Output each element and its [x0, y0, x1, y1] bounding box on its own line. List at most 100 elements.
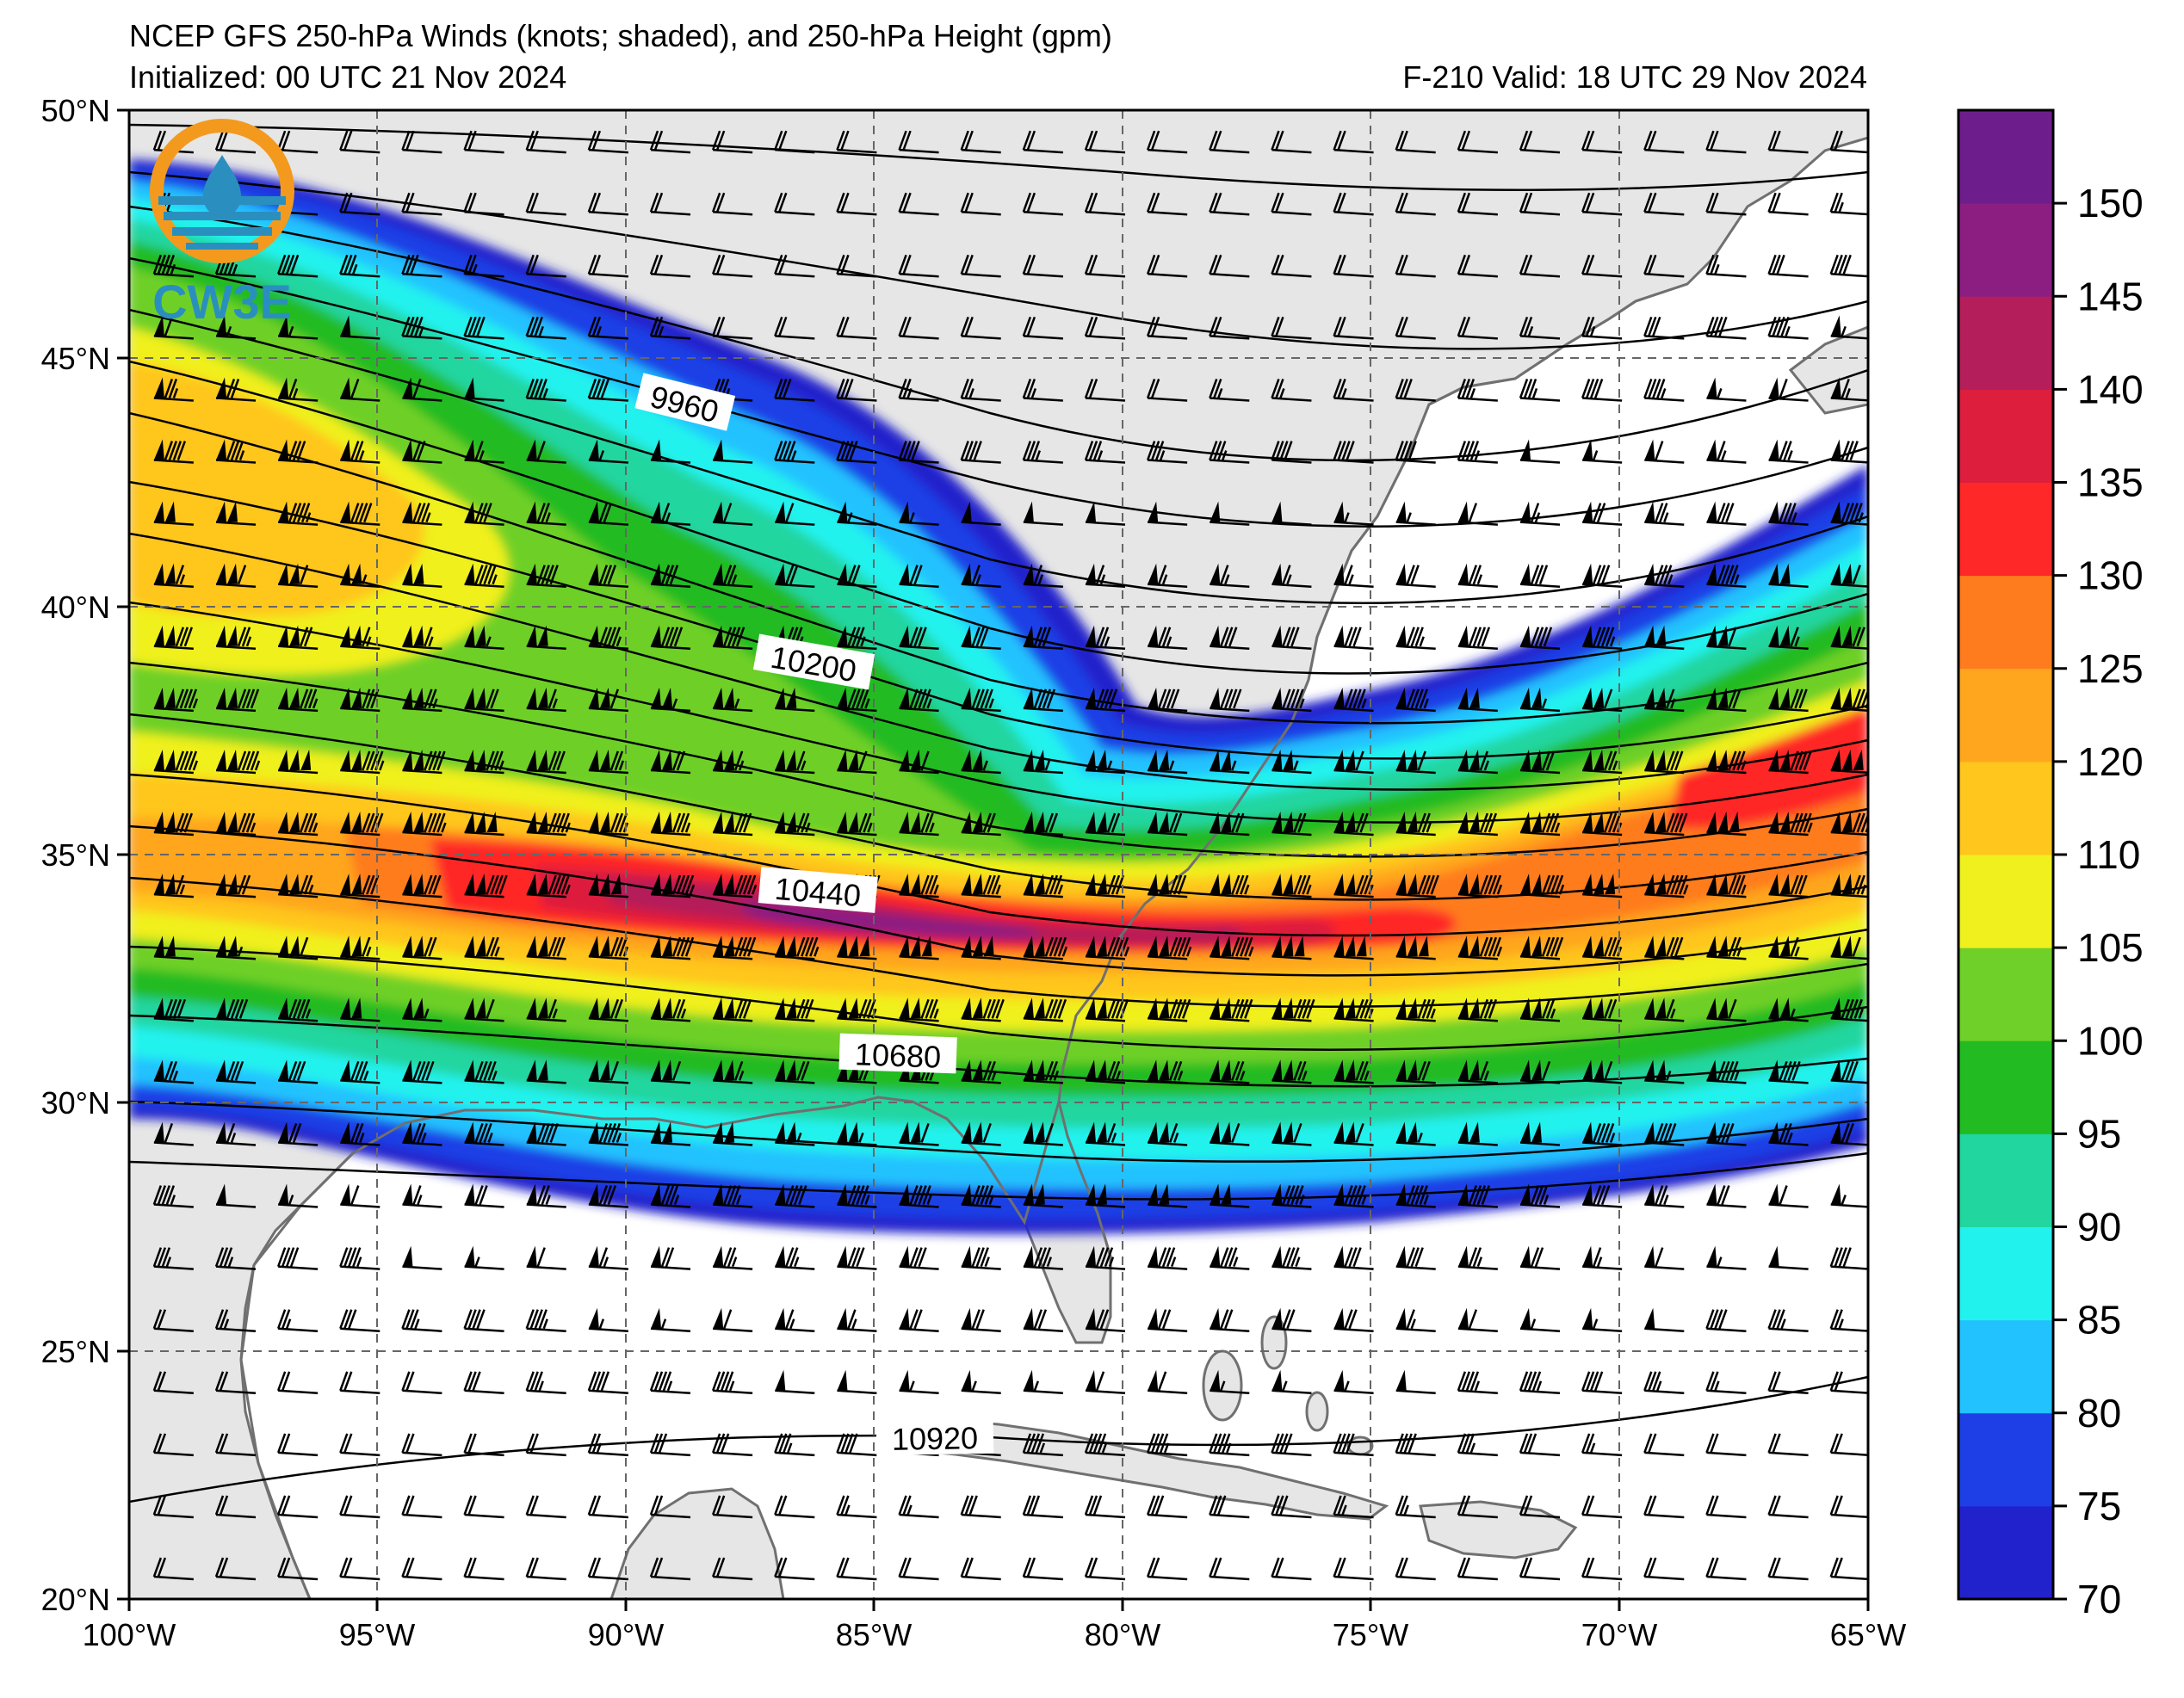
wind-barb: [1643, 254, 1685, 278]
wind-barb: [1022, 379, 1063, 402]
wind-barb: [278, 315, 319, 340]
wind-barb: [215, 1059, 257, 1084]
wind-barb: [215, 501, 257, 526]
wind-barb: [899, 812, 939, 837]
wind-barb: [649, 254, 691, 278]
wind-barb: [1519, 1059, 1561, 1084]
wind-barb: [1768, 1059, 1809, 1084]
wind-barb: [276, 254, 319, 278]
wind-barb: [1519, 1557, 1561, 1581]
wind-barb: [153, 812, 194, 837]
wind-barb: [1643, 130, 1685, 154]
colorbar-tick-label: 120: [2077, 739, 2144, 784]
wind-barb: [1022, 441, 1063, 464]
wind-barb: [1582, 812, 1623, 837]
wind-barb: [899, 1369, 939, 1395]
wind-barb: [401, 192, 442, 216]
wind-barb: [713, 749, 753, 775]
colorbar-swatch: [1958, 668, 2053, 763]
wind-barb: [1148, 687, 1188, 713]
wind-barb: [1643, 379, 1685, 402]
wind-barb: [1768, 563, 1809, 588]
wind-barb: [1210, 501, 1250, 526]
wind-barb: [587, 192, 628, 216]
colorbar-swatch: [1958, 948, 2053, 1041]
wind-barb: [215, 874, 257, 898]
wind-barb: [340, 1059, 380, 1084]
wind-barb: [1271, 935, 1312, 960]
wind-barb: [1210, 935, 1254, 960]
wind-barb: [1271, 130, 1312, 154]
wind-barb: [153, 439, 194, 464]
wind-barb: [1395, 192, 1436, 216]
wind-barb: [1333, 192, 1374, 216]
wind-barb: [526, 687, 566, 713]
wind-barb: [775, 749, 815, 775]
lon-tick-label: 75°W: [1333, 1617, 1408, 1652]
wind-barb: [214, 1557, 257, 1581]
wind-barb: [463, 192, 504, 216]
wind-barb: [464, 1245, 504, 1270]
wind-barb: [961, 1369, 1001, 1395]
wind-barb: [837, 935, 877, 960]
wind-barb: [340, 997, 380, 1022]
wind-barb: [463, 1495, 504, 1519]
wind-barb: [402, 563, 442, 588]
wind-barb: [1210, 1183, 1250, 1208]
wind-barb: [713, 1307, 753, 1332]
wind-barb: [1706, 563, 1747, 588]
wind-barb: [1085, 935, 1130, 960]
wind-barb: [1519, 874, 1565, 898]
wind-barb: [1395, 379, 1436, 402]
wind-barb: [525, 1495, 566, 1519]
wind-barb: [587, 379, 628, 402]
wind-barb: [1582, 563, 1623, 588]
wind-barb: [340, 439, 380, 464]
wind-barb: [1395, 1183, 1436, 1208]
wind-barb: [588, 1245, 628, 1270]
wind-barb: [649, 192, 691, 216]
wind-barb: [1705, 1309, 1747, 1332]
wind-barb: [152, 1309, 194, 1332]
colorbar-tick-label: 75: [2077, 1484, 2121, 1528]
wind-barb: [1767, 1495, 1809, 1519]
wind-barb: [1705, 316, 1747, 340]
wind-barb: [463, 130, 504, 154]
wind-barb: [837, 501, 877, 526]
wind-barb: [961, 563, 1001, 588]
wind-barb: [1333, 1433, 1374, 1457]
wind-barb: [1209, 379, 1250, 402]
wind-barb: [525, 1371, 566, 1395]
wind-barb: [1830, 687, 1868, 712]
wind-barb: [1333, 441, 1374, 464]
wind-barb: [1395, 1307, 1436, 1332]
wind-barb: [215, 687, 260, 713]
wind-barb: [215, 997, 257, 1022]
wind-barb: [1644, 625, 1685, 651]
wind-barb: [1457, 1371, 1498, 1395]
wind-barb: [1644, 874, 1689, 898]
wind-barb: [464, 563, 504, 588]
wind-barb: [1271, 687, 1312, 713]
wind-barb: [588, 687, 628, 713]
wind-barb: [1829, 1495, 1868, 1519]
wind-barb: [650, 935, 695, 960]
wind-barb: [775, 1059, 815, 1084]
wind-barb: [214, 130, 257, 154]
wind-barb: [1333, 501, 1374, 526]
wind-barb: [1519, 563, 1561, 588]
wind-barb: [1519, 687, 1561, 713]
wind-barb: [1829, 130, 1868, 154]
lat-tick-label: 20°N: [41, 1582, 110, 1617]
wind-barb: [650, 1121, 691, 1146]
wind-barb: [278, 812, 319, 837]
wind-barb: [1395, 563, 1436, 588]
wind-barb: [1643, 316, 1685, 340]
wind-barb: [1457, 1059, 1498, 1084]
wind-barb: [1148, 563, 1188, 588]
wind-barb: [713, 563, 753, 588]
wind-barb: [1519, 997, 1561, 1022]
lat-tick-label: 40°N: [41, 590, 110, 625]
wind-barb: [526, 935, 566, 960]
